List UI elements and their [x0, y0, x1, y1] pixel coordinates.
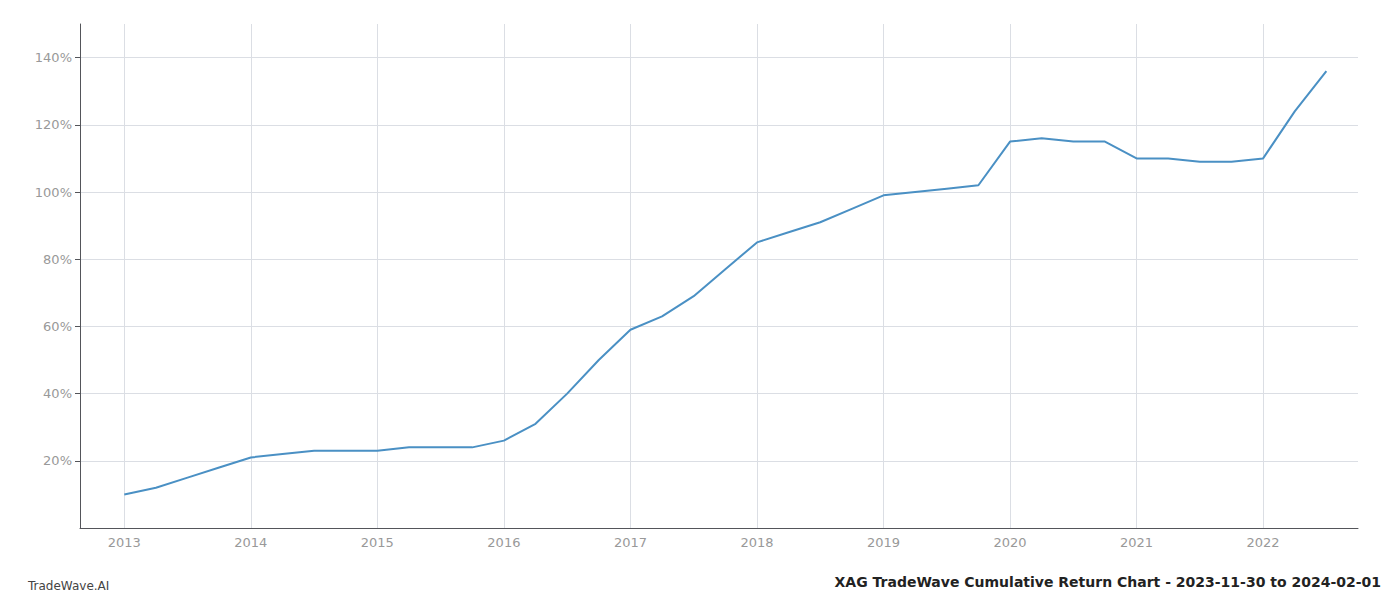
- svg-text:80%: 80%: [43, 252, 72, 267]
- svg-text:2021: 2021: [1120, 535, 1153, 550]
- svg-text:60%: 60%: [43, 319, 72, 334]
- svg-text:2016: 2016: [487, 535, 520, 550]
- svg-text:140%: 140%: [35, 50, 72, 65]
- svg-text:100%: 100%: [35, 185, 72, 200]
- svg-text:XAG TradeWave Cumulative Retur: XAG TradeWave Cumulative Return Chart - …: [835, 574, 1381, 590]
- svg-text:2015: 2015: [361, 535, 394, 550]
- svg-text:40%: 40%: [43, 386, 72, 401]
- svg-text:2013: 2013: [108, 535, 141, 550]
- svg-text:2022: 2022: [1247, 535, 1280, 550]
- svg-text:2019: 2019: [867, 535, 900, 550]
- svg-text:20%: 20%: [43, 453, 72, 468]
- svg-text:2018: 2018: [740, 535, 773, 550]
- svg-text:2017: 2017: [614, 535, 647, 550]
- svg-text:2014: 2014: [234, 535, 267, 550]
- svg-text:TradeWave.AI: TradeWave.AI: [27, 579, 109, 593]
- svg-text:120%: 120%: [35, 117, 72, 132]
- svg-text:2020: 2020: [993, 535, 1026, 550]
